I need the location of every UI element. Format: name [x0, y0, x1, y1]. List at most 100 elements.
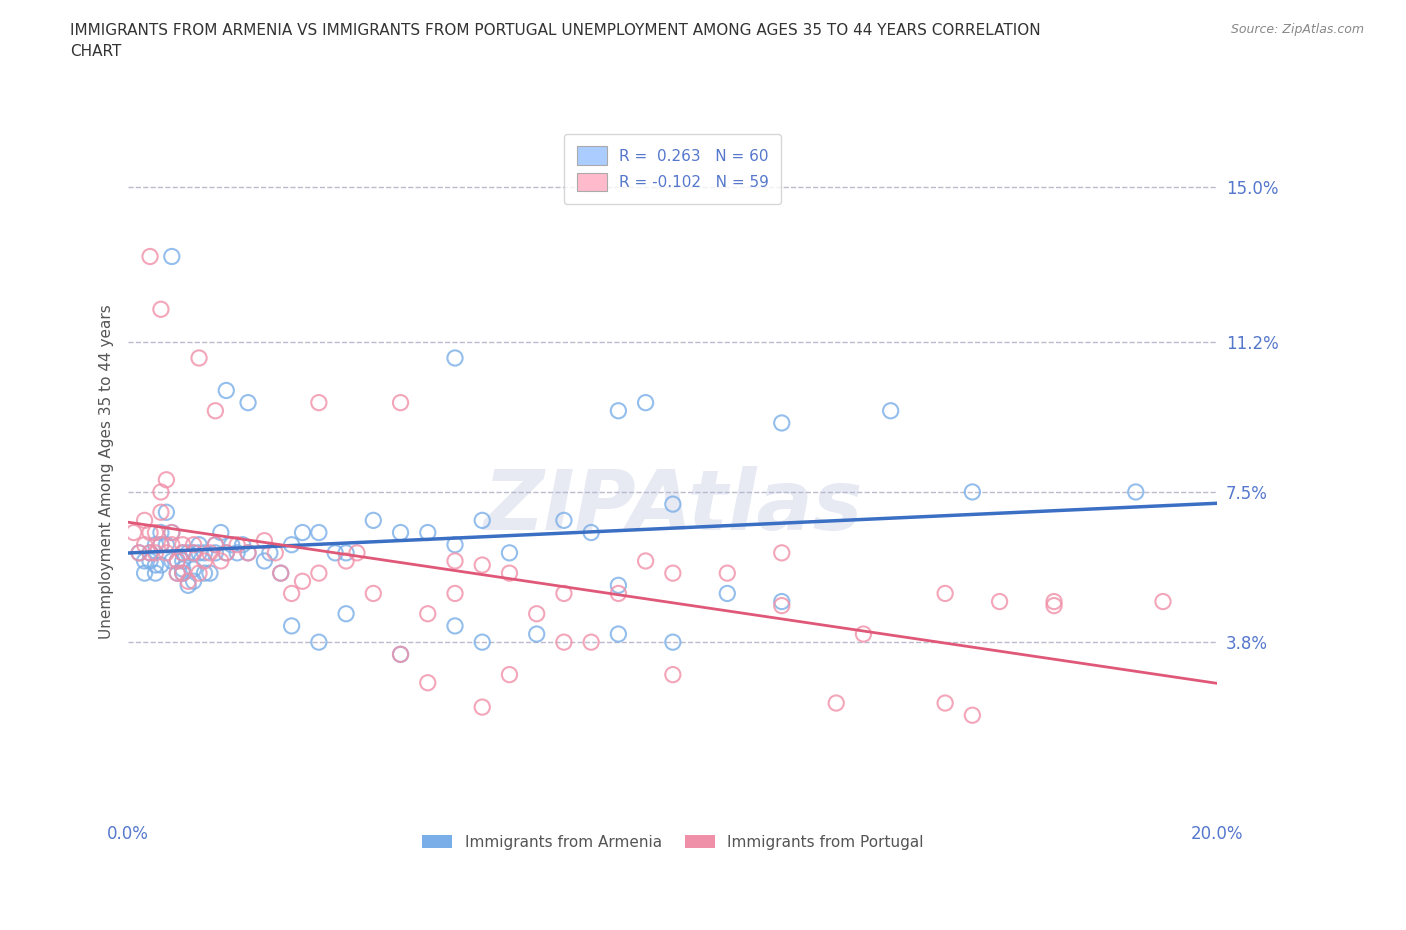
Point [155, 545, 177, 560]
Point [389, 395, 412, 410]
Point [215, 383, 238, 398]
Point [193, 565, 215, 580]
Point [607, 404, 630, 418]
Point [498, 565, 520, 580]
Point [1125, 485, 1147, 499]
Point [183, 538, 205, 552]
Point [444, 618, 467, 633]
Point [128, 545, 150, 560]
Point [416, 606, 439, 621]
Point [962, 708, 984, 723]
Point [264, 545, 287, 560]
Point [188, 351, 211, 365]
Point [139, 545, 162, 560]
Point [183, 574, 205, 589]
Point [188, 565, 211, 580]
Point [155, 538, 177, 552]
Point [444, 538, 467, 552]
Point [471, 699, 494, 714]
Point [416, 525, 439, 540]
Point [134, 538, 156, 552]
Point [145, 558, 167, 573]
Point [166, 553, 188, 568]
Point [308, 634, 330, 649]
Point [155, 472, 177, 487]
Y-axis label: Unemployment Among Ages 35 to 44 years: Unemployment Among Ages 35 to 44 years [100, 304, 114, 639]
Point [204, 538, 226, 552]
Point [253, 553, 276, 568]
Point [1043, 598, 1066, 613]
Point [498, 667, 520, 682]
Point [149, 485, 172, 499]
Point [145, 545, 167, 560]
Point [389, 525, 412, 540]
Point [172, 545, 194, 560]
Point [1043, 594, 1066, 609]
Point [280, 538, 302, 552]
Point [160, 538, 183, 552]
Point [308, 395, 330, 410]
Point [149, 525, 172, 540]
Point [471, 513, 494, 528]
Point [145, 565, 167, 580]
Point [444, 351, 467, 365]
Point [172, 538, 194, 552]
Point [335, 545, 357, 560]
Point [934, 696, 956, 711]
Point [183, 545, 205, 560]
Point [988, 594, 1011, 609]
Point [166, 553, 188, 568]
Point [198, 545, 221, 560]
Point [253, 533, 276, 548]
Point [526, 606, 548, 621]
Point [215, 545, 238, 560]
Point [160, 525, 183, 540]
Point [145, 538, 167, 552]
Point [172, 553, 194, 568]
Point [226, 545, 249, 560]
Point [553, 513, 575, 528]
Point [270, 565, 292, 580]
Point [134, 565, 156, 580]
Point [128, 545, 150, 560]
Point [215, 545, 238, 560]
Point [579, 525, 602, 540]
Point [204, 538, 226, 552]
Point [323, 545, 346, 560]
Point [579, 634, 602, 649]
Point [280, 618, 302, 633]
Text: ZIPAtlas: ZIPAtlas [484, 466, 862, 547]
Point [139, 249, 162, 264]
Point [204, 404, 226, 418]
Point [198, 565, 221, 580]
Point [172, 545, 194, 560]
Point [172, 565, 194, 580]
Point [444, 586, 467, 601]
Point [662, 565, 685, 580]
Point [716, 565, 738, 580]
Point [177, 578, 200, 592]
Point [149, 558, 172, 573]
Point [160, 249, 183, 264]
Point [232, 538, 254, 552]
Point [770, 416, 793, 431]
Point [270, 565, 292, 580]
Point [172, 565, 194, 580]
Point [770, 594, 793, 609]
Point [193, 545, 215, 560]
Point [236, 545, 259, 560]
Point [134, 553, 156, 568]
Point [852, 627, 875, 642]
Point [444, 553, 467, 568]
Point [553, 634, 575, 649]
Point [335, 553, 357, 568]
Point [226, 538, 249, 552]
Point [291, 525, 314, 540]
Point [934, 586, 956, 601]
Point [166, 565, 188, 580]
Point [498, 545, 520, 560]
Point [363, 586, 385, 601]
Point [155, 505, 177, 520]
Point [389, 647, 412, 662]
Point [149, 538, 172, 552]
